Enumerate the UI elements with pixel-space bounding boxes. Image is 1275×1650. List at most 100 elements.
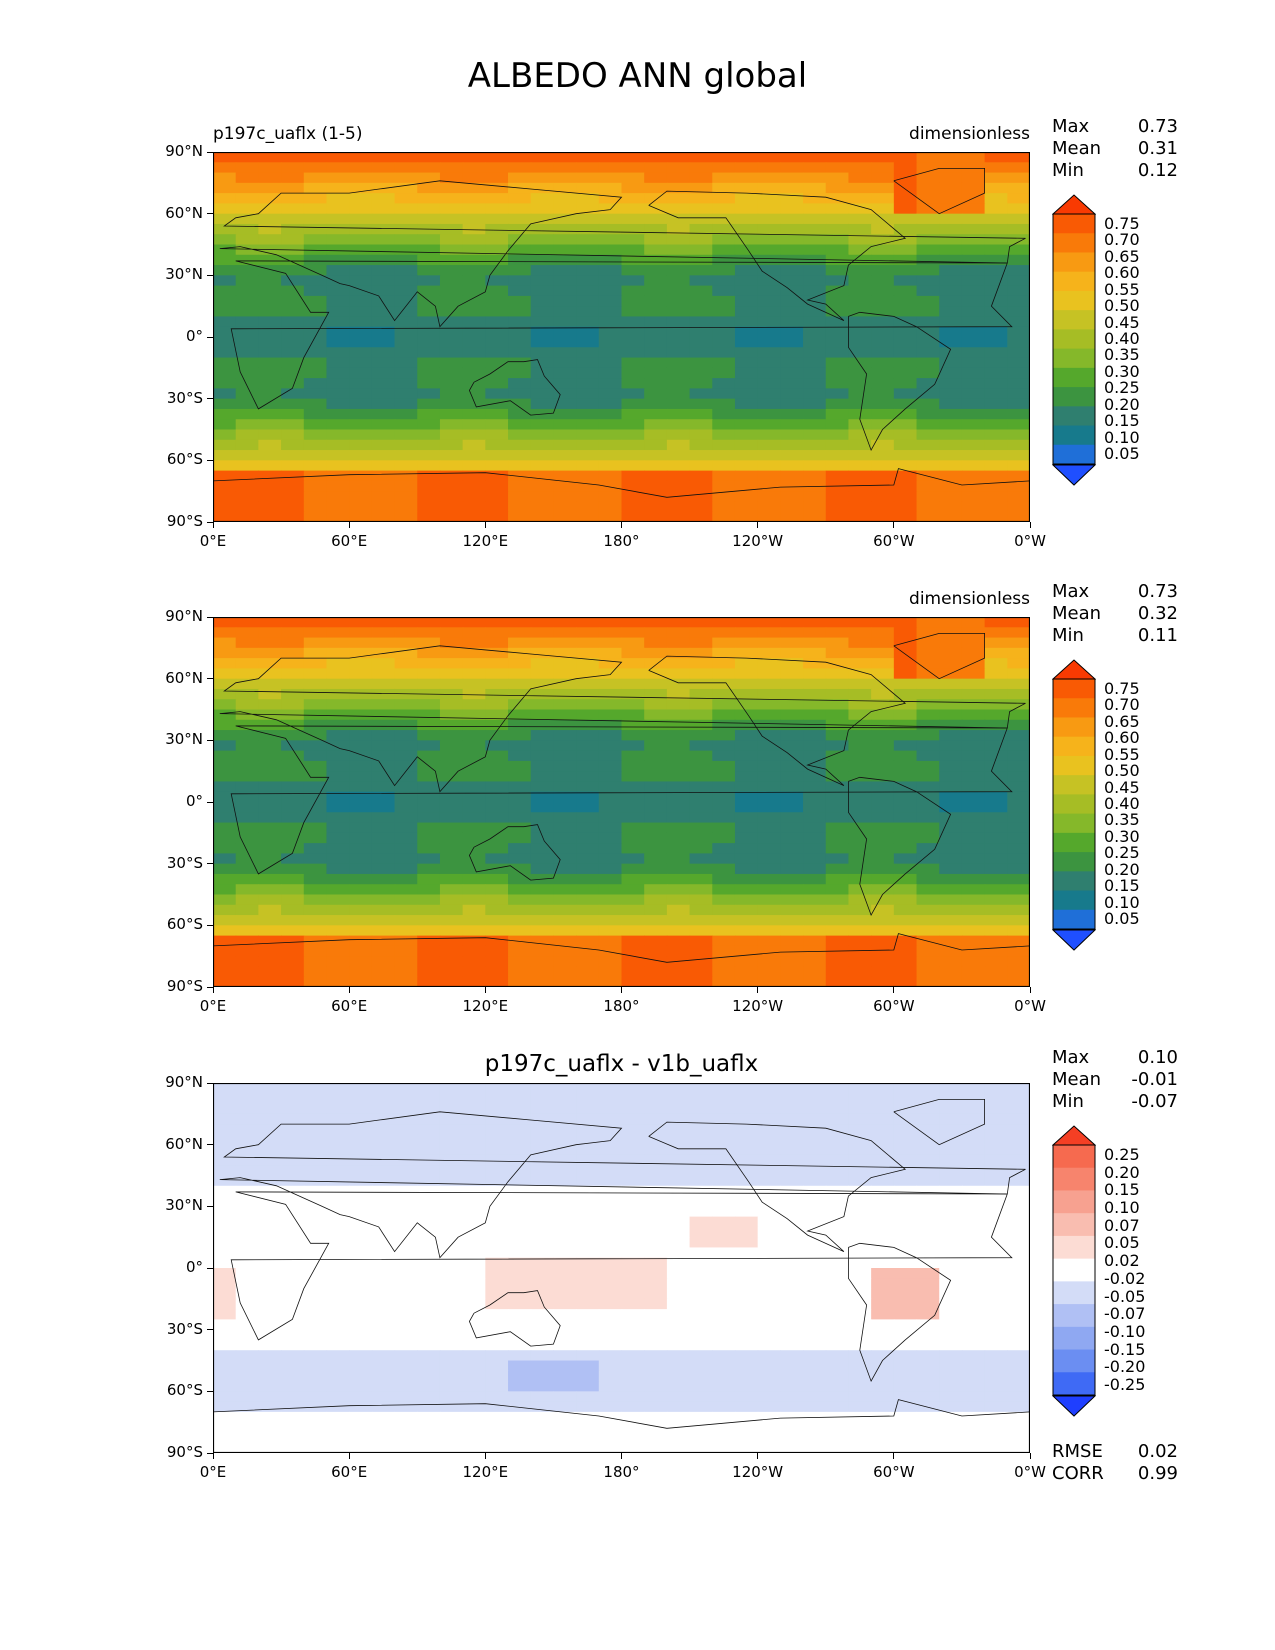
- colorbar-label: 0.50: [1104, 761, 1140, 781]
- lat-tick-label: 90°N: [165, 607, 203, 625]
- colorbar-label: 0.05: [1104, 1233, 1140, 1253]
- colorbar-label: 0.45: [1104, 312, 1140, 332]
- lon-tick-label: 180°: [603, 532, 640, 550]
- stat-value: -0.01: [1131, 1069, 1178, 1090]
- stat-label: Min: [1052, 625, 1084, 646]
- colorbar-label: 0.40: [1104, 794, 1140, 813]
- lat-tick-mark: [207, 1390, 213, 1392]
- lat-tick-label: 90°N: [165, 142, 203, 160]
- lat-tick-mark: [207, 151, 213, 153]
- lon-tick-label: 60°E: [331, 532, 368, 550]
- colorbar-label: 0.35: [1104, 810, 1140, 830]
- lat-tick-mark: [207, 336, 213, 338]
- stat-value: 0.73: [1137, 116, 1178, 137]
- colorbar-label: 0.10: [1104, 1198, 1140, 1218]
- coastlines: [213, 632, 1030, 987]
- stat-label: Min: [1052, 160, 1084, 181]
- colorbar-label: 0.65: [1104, 246, 1140, 266]
- bottom-stat-label: CORR: [1052, 1463, 1104, 1484]
- colorbar-label: 0.50: [1104, 296, 1140, 316]
- lon-tick-label: 60°W: [873, 532, 915, 550]
- lat-tick-label: 0°: [185, 792, 203, 810]
- lon-tick-mark: [484, 987, 486, 993]
- lon-tick-label: 120°E: [462, 997, 509, 1015]
- lon-tick-mark: [893, 1453, 895, 1459]
- colorbar-label: 0.10: [1104, 427, 1140, 447]
- colorbar-label: 0.25: [1104, 843, 1140, 863]
- coastlines: [213, 167, 1030, 522]
- lat-tick-label: 30°S: [166, 1319, 203, 1338]
- stat-value: 0.10: [1137, 1047, 1178, 1068]
- lat-tick-label: 0°: [185, 1258, 203, 1276]
- colorbar-label: 0.20: [1104, 859, 1140, 879]
- lat-tick-label: 30°S: [166, 853, 203, 872]
- lon-tick-mark: [212, 987, 214, 993]
- lon-tick-label: 120°W: [732, 997, 784, 1015]
- lon-tick-label: 120°E: [462, 532, 509, 550]
- lat-tick-mark: [207, 616, 213, 618]
- lon-tick-label: 0°W: [1014, 532, 1046, 550]
- colorbar-label: 0.75: [1104, 214, 1140, 233]
- colorbar-label: 0.75: [1104, 679, 1140, 698]
- stat-value: 0.32: [1137, 603, 1178, 624]
- colorbar-label: 0.65: [1104, 711, 1140, 731]
- lon-tick-label: 60°W: [873, 997, 915, 1015]
- lon-tick-mark: [621, 1453, 622, 1459]
- lon-tick-mark: [757, 987, 759, 993]
- contour-field: [213, 152, 1030, 522]
- lon-tick-label: 120°E: [462, 1463, 509, 1481]
- lon-tick-mark: [757, 1453, 759, 1459]
- lat-tick-mark: [207, 1082, 213, 1084]
- colorbar-label: 0.45: [1104, 777, 1140, 797]
- lat-tick-mark: [207, 924, 213, 926]
- panel-units: dimensionless: [909, 124, 1030, 144]
- stat-value: 0.31: [1137, 138, 1178, 159]
- colorbar-label: -0.07: [1104, 1304, 1146, 1324]
- lon-tick-mark: [893, 522, 895, 528]
- lat-tick-mark: [207, 213, 213, 215]
- colorbar-label: 0.70: [1104, 230, 1140, 250]
- stat-value: 0.11: [1137, 625, 1178, 646]
- colorbar-label: 0.60: [1104, 728, 1140, 748]
- stat-label: Mean: [1052, 138, 1102, 159]
- stat-label: Max: [1052, 1047, 1090, 1068]
- lat-tick-mark: [207, 801, 213, 803]
- lon-tick-mark: [1029, 1453, 1031, 1459]
- lon-tick-label: 0°E: [199, 1463, 227, 1481]
- lat-tick-label: 90°N: [165, 1073, 203, 1091]
- lon-tick-mark: [484, 1453, 486, 1459]
- lon-tick-label: 0°E: [199, 532, 227, 550]
- colorbar-label: 0.70: [1104, 695, 1140, 715]
- stat-label: Max: [1052, 581, 1090, 602]
- lat-tick-mark: [207, 863, 213, 865]
- lat-tick-mark: [207, 1205, 213, 1207]
- lat-tick-label: 60°S: [166, 450, 203, 469]
- map-frame: [213, 617, 1030, 987]
- colorbar-label: -0.10: [1104, 1321, 1146, 1341]
- colorbar-label: 0.25: [1104, 1145, 1140, 1164]
- stat-value: 0.73: [1137, 581, 1178, 602]
- colorbar-label: -0.05: [1104, 1286, 1146, 1306]
- lat-tick-mark: [207, 521, 213, 523]
- lon-tick-label: 0°W: [1014, 997, 1046, 1015]
- lat-tick-label: 90°S: [166, 512, 203, 530]
- lat-tick-mark: [207, 1144, 213, 1146]
- lon-tick-mark: [621, 522, 622, 528]
- lon-tick-mark: [757, 522, 759, 528]
- lon-tick-label: 60°W: [873, 1463, 915, 1481]
- lat-tick-mark: [207, 398, 213, 400]
- colorbar-label: -0.20: [1104, 1357, 1146, 1377]
- colorbar-label: 0.20: [1104, 394, 1140, 414]
- colorbar-label: 0.15: [1104, 411, 1140, 431]
- panel-units: dimensionless: [909, 589, 1030, 609]
- lon-tick-label: 180°: [603, 1463, 640, 1481]
- lon-tick-label: 120°W: [732, 532, 784, 550]
- colorbar: [1052, 1125, 1096, 1417]
- lon-tick-label: 180°: [603, 997, 640, 1015]
- colorbar-label: 0.02: [1104, 1251, 1140, 1271]
- stat-label: Max: [1052, 116, 1090, 137]
- colorbar-label: -0.15: [1104, 1339, 1146, 1359]
- lat-tick-label: 30°S: [166, 388, 203, 407]
- lon-tick-mark: [893, 987, 895, 993]
- stat-value: -0.07: [1131, 1091, 1178, 1112]
